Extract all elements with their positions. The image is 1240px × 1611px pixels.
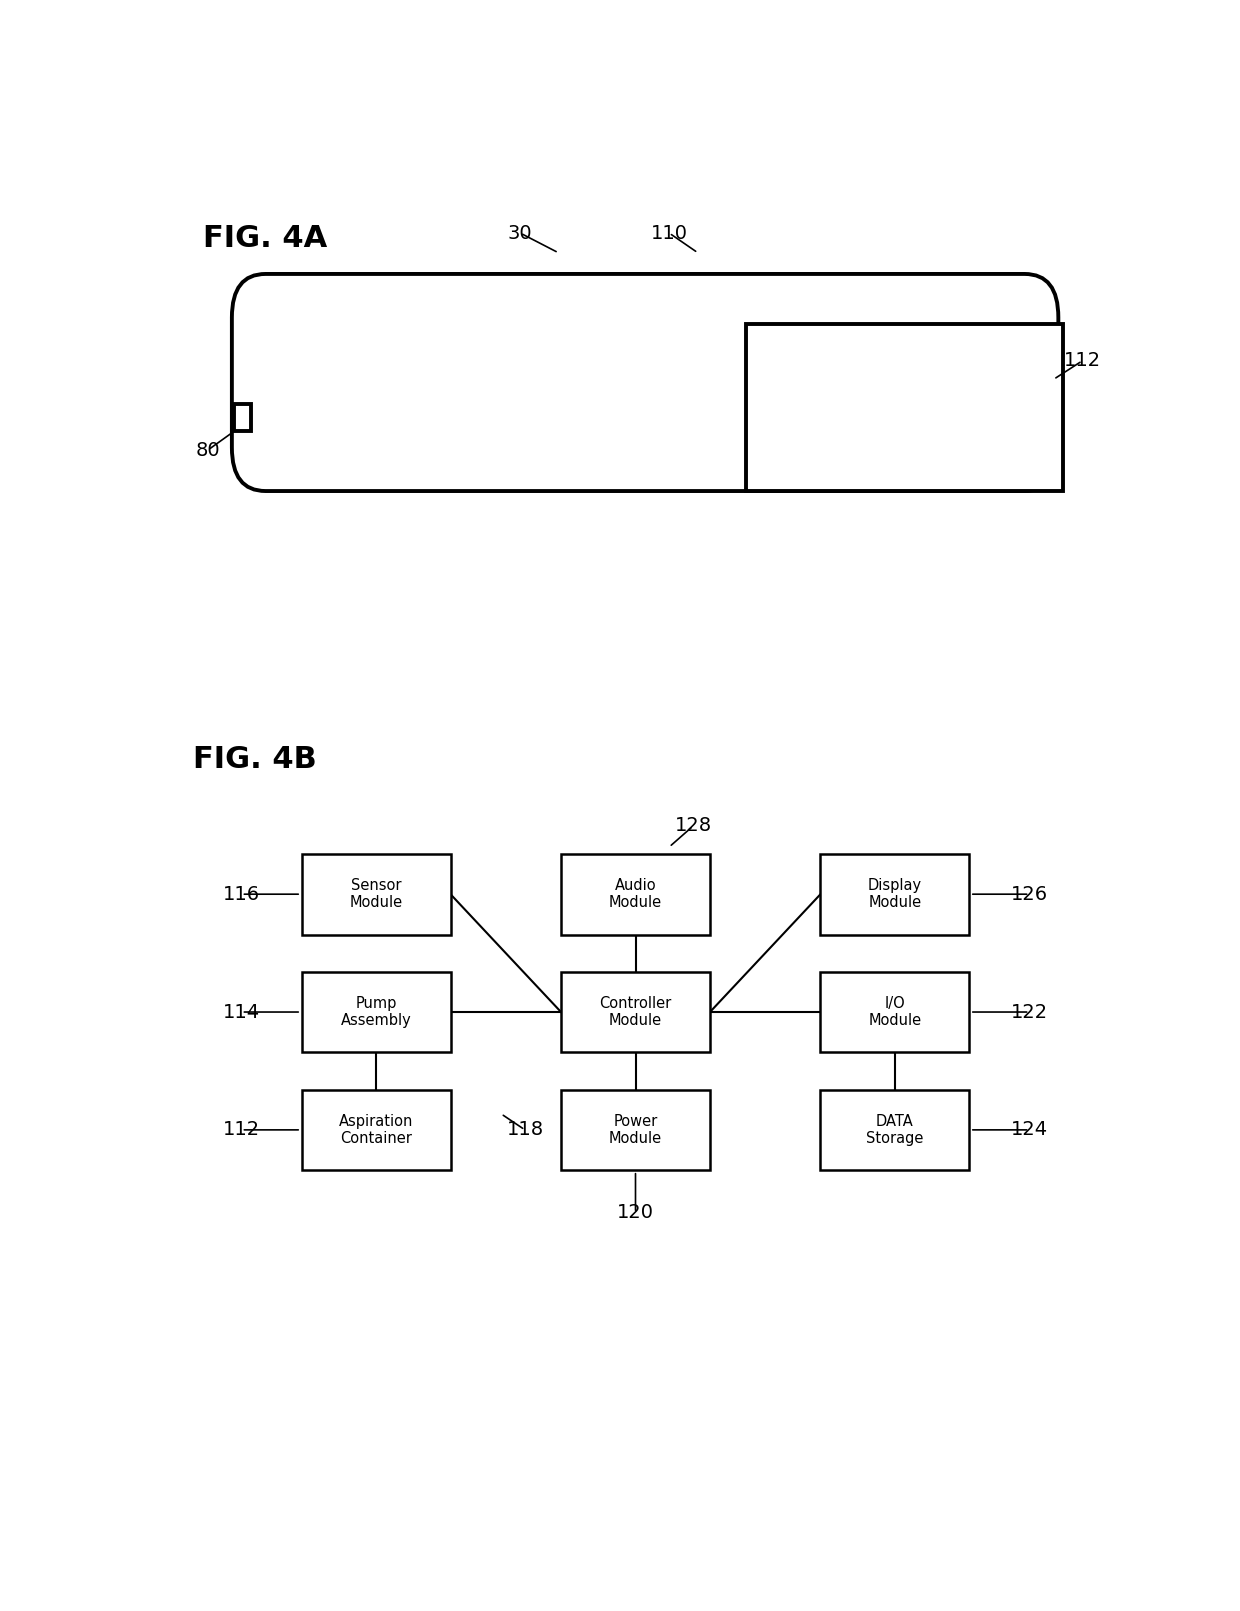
Bar — [746, 324, 1063, 491]
Bar — [560, 1089, 711, 1170]
Text: 126: 126 — [1011, 884, 1048, 904]
Text: 114: 114 — [223, 1002, 260, 1021]
Text: 30: 30 — [508, 224, 532, 243]
Text: DATA
Storage: DATA Storage — [867, 1113, 924, 1145]
Text: I/O
Module: I/O Module — [868, 996, 921, 1028]
Bar — [234, 404, 250, 432]
Text: 116: 116 — [223, 884, 260, 904]
Bar — [560, 971, 711, 1052]
Bar — [746, 324, 1063, 491]
Text: Aspiration
Container: Aspiration Container — [339, 1113, 413, 1145]
Text: 124: 124 — [1011, 1120, 1048, 1139]
Text: Controller
Module: Controller Module — [599, 996, 672, 1028]
Text: 110: 110 — [651, 224, 688, 243]
Bar — [234, 404, 250, 432]
Text: 120: 120 — [618, 1203, 653, 1223]
Bar — [301, 1089, 450, 1170]
Bar — [301, 854, 450, 934]
Text: 112: 112 — [1064, 351, 1101, 371]
Text: 128: 128 — [675, 817, 712, 836]
FancyBboxPatch shape — [232, 274, 1058, 491]
Text: Pump
Assembly: Pump Assembly — [341, 996, 412, 1028]
Bar — [821, 854, 970, 934]
Text: 122: 122 — [1011, 1002, 1048, 1021]
Text: Audio
Module: Audio Module — [609, 878, 662, 910]
Text: FIG. 4A: FIG. 4A — [203, 224, 327, 253]
Bar — [821, 1089, 970, 1170]
Text: 118: 118 — [506, 1120, 543, 1139]
Text: FIG. 4B: FIG. 4B — [193, 746, 317, 775]
Text: 80: 80 — [196, 440, 221, 459]
Bar — [301, 971, 450, 1052]
Bar — [821, 971, 970, 1052]
Text: Display
Module: Display Module — [868, 878, 923, 910]
Text: Sensor
Module: Sensor Module — [350, 878, 403, 910]
Bar — [560, 854, 711, 934]
Text: 112: 112 — [223, 1120, 260, 1139]
Text: Power
Module: Power Module — [609, 1113, 662, 1145]
